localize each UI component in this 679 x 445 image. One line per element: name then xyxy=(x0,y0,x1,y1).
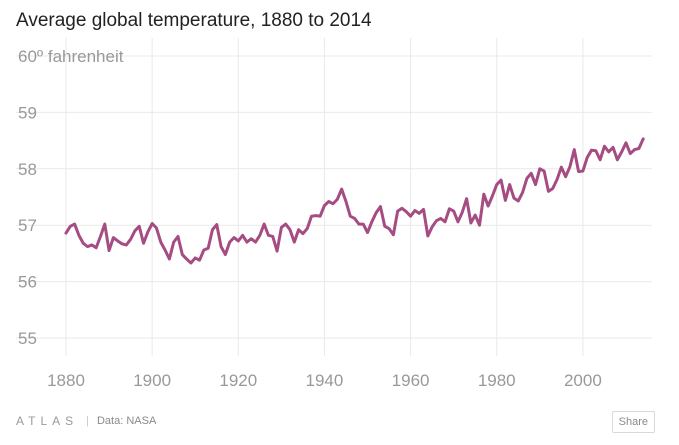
x-tick-label: 1960 xyxy=(392,371,430,390)
x-tick-label: 1900 xyxy=(133,371,171,390)
data-source: Data: NASA xyxy=(96,415,157,427)
y-tick-label: 60º fahrenheit xyxy=(18,47,124,66)
x-tick-label: 2000 xyxy=(564,371,602,390)
footer: ATLAS | Data: NASA xyxy=(16,414,156,428)
y-tick-label: 58 xyxy=(18,160,37,179)
share-button[interactable]: Share xyxy=(611,411,655,433)
x-tick-label: 1880 xyxy=(47,371,85,390)
y-tick-label: 55 xyxy=(18,329,37,348)
y-tick-label: 59 xyxy=(18,103,37,122)
chart-title: Average global temperature, 1880 to 2014 xyxy=(16,10,372,31)
line-chart: 55 56 57 58 59 60º fahrenheit 1880 1900 1920 1940… xyxy=(16,38,652,390)
x-tick-label: 1940 xyxy=(306,371,344,390)
atlas-logo[interactable]: ATLAS xyxy=(16,414,79,428)
y-tick-label: 57 xyxy=(18,216,37,235)
x-tick-label: 1980 xyxy=(478,371,516,390)
footer-separator: | xyxy=(86,415,89,427)
series-line xyxy=(64,137,645,265)
y-tick-label: 56 xyxy=(18,273,37,292)
x-tick-label: 1920 xyxy=(219,371,257,390)
